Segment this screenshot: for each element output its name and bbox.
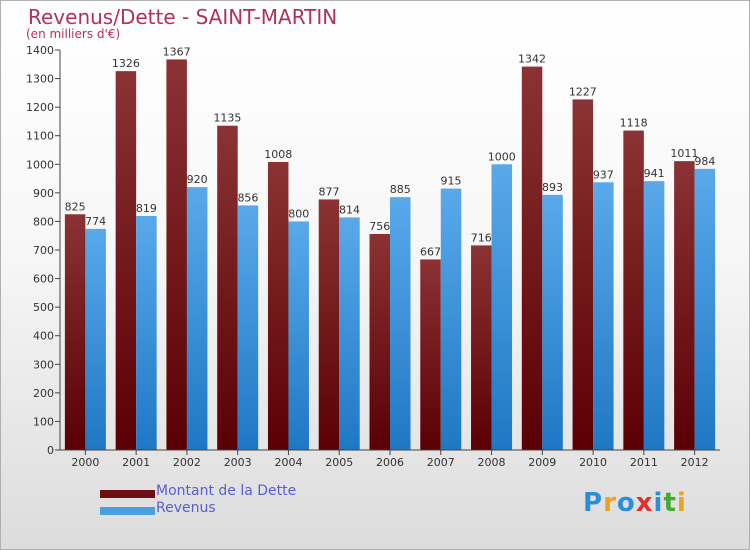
data-label-revenus: 937 bbox=[593, 168, 614, 181]
y-tick-label: 300 bbox=[33, 358, 54, 371]
y-tick-label: 200 bbox=[33, 387, 54, 400]
data-label-dette: 1342 bbox=[518, 53, 546, 66]
data-label-dette: 1118 bbox=[620, 117, 648, 130]
data-label-dette: 877 bbox=[318, 185, 339, 198]
x-tick-label: 2011 bbox=[630, 456, 658, 469]
data-label-revenus: 920 bbox=[187, 173, 208, 186]
logo-letter: i bbox=[676, 488, 687, 518]
data-label-dette: 1011 bbox=[670, 147, 698, 160]
data-label-revenus: 819 bbox=[136, 202, 157, 215]
y-tick-label: 1300 bbox=[26, 73, 54, 86]
y-tick-label: 1400 bbox=[26, 44, 54, 57]
data-label-revenus: 984 bbox=[694, 155, 715, 168]
x-tick-label: 2004 bbox=[274, 456, 302, 469]
data-label-revenus: 893 bbox=[542, 181, 563, 194]
bar-dette bbox=[267, 162, 289, 450]
x-tick-label: 2003 bbox=[224, 456, 252, 469]
y-tick-label: 500 bbox=[33, 301, 54, 314]
x-tick-label: 2000 bbox=[71, 456, 99, 469]
bar-revenus bbox=[491, 164, 513, 451]
data-label-dette: 1135 bbox=[213, 112, 241, 125]
data-label-revenus: 941 bbox=[644, 167, 665, 180]
bar-dette bbox=[318, 199, 340, 450]
bar-dette bbox=[217, 125, 238, 450]
bar-revenus bbox=[694, 168, 716, 450]
x-tick-label: 2010 bbox=[579, 456, 607, 469]
y-tick-label: 600 bbox=[33, 273, 54, 286]
data-label-revenus: 856 bbox=[237, 191, 258, 204]
data-label-revenus: 885 bbox=[390, 183, 411, 196]
data-label-dette: 1008 bbox=[264, 148, 292, 161]
chart-title: Revenus/Dette - SAINT-MARTIN bbox=[28, 5, 338, 29]
bar-revenus bbox=[593, 182, 614, 451]
y-tick-label: 100 bbox=[33, 415, 54, 428]
logo-letter: o bbox=[616, 488, 636, 518]
bar-revenus bbox=[85, 228, 106, 450]
bar-dette bbox=[166, 59, 187, 451]
data-label-dette: 825 bbox=[65, 200, 86, 213]
logo-letter: P bbox=[583, 488, 604, 518]
y-tick-label: 1200 bbox=[26, 101, 54, 114]
bar-revenus bbox=[186, 187, 208, 450]
proxiti-logo: Proxiti bbox=[583, 488, 687, 518]
data-label-dette: 716 bbox=[471, 231, 492, 244]
bar-dette bbox=[64, 214, 86, 450]
y-tick-label: 700 bbox=[33, 244, 54, 257]
bar-dette bbox=[369, 234, 390, 450]
x-tick-label: 2001 bbox=[122, 456, 150, 469]
bar-dette bbox=[674, 161, 695, 450]
bar-dette bbox=[115, 71, 137, 451]
legend-swatch-revenus bbox=[100, 507, 155, 515]
data-label-dette: 1367 bbox=[163, 45, 191, 58]
legend-label-revenus: Revenus bbox=[156, 500, 216, 516]
bar-revenus bbox=[237, 205, 259, 450]
logo-letter: i bbox=[653, 488, 664, 518]
bar-dette bbox=[420, 259, 441, 450]
x-tick-label: 2006 bbox=[376, 456, 404, 469]
data-label-dette: 1227 bbox=[569, 85, 597, 98]
logo-letter: r bbox=[603, 488, 617, 518]
logo-letter: x bbox=[635, 488, 654, 518]
bar-dette bbox=[521, 66, 543, 451]
x-tick-label: 2009 bbox=[528, 456, 556, 469]
bar-revenus bbox=[542, 194, 563, 450]
data-label-dette: 756 bbox=[369, 220, 390, 233]
data-label-dette: 1326 bbox=[112, 57, 140, 70]
data-label-revenus: 915 bbox=[441, 175, 462, 188]
data-label-dette: 667 bbox=[420, 245, 441, 258]
x-tick-label: 2005 bbox=[325, 456, 353, 469]
bar-revenus bbox=[339, 217, 360, 450]
x-tick-label: 2008 bbox=[478, 456, 506, 469]
legend-label-dette: Montant de la Dette bbox=[156, 483, 297, 499]
bar-revenus bbox=[390, 197, 411, 450]
bar-dette bbox=[572, 99, 594, 450]
data-label-revenus: 800 bbox=[288, 207, 309, 220]
y-tick-label: 800 bbox=[33, 215, 54, 228]
y-tick-label: 900 bbox=[33, 187, 54, 200]
data-label-revenus: 1000 bbox=[488, 150, 516, 163]
data-label-revenus: 814 bbox=[339, 203, 360, 216]
bar-dette bbox=[471, 245, 492, 450]
x-tick-label: 2002 bbox=[173, 456, 201, 469]
logo-letter: t bbox=[663, 488, 677, 518]
x-tick-label: 2012 bbox=[681, 456, 709, 469]
bar-revenus bbox=[643, 181, 665, 450]
y-tick-label: 400 bbox=[33, 330, 54, 343]
bar-dette bbox=[623, 130, 644, 451]
bar-revenus bbox=[288, 221, 309, 450]
data-label-revenus: 774 bbox=[85, 215, 106, 228]
bar-revenus bbox=[136, 216, 157, 450]
x-tick-label: 2007 bbox=[427, 456, 455, 469]
y-tick-label: 1000 bbox=[26, 158, 54, 171]
y-tick-label: 1100 bbox=[26, 130, 54, 143]
y-tick-label: 0 bbox=[47, 444, 54, 457]
legend-swatch-dette bbox=[100, 490, 155, 498]
chart-subtitle: (en milliers d'€) bbox=[26, 27, 121, 41]
bar-revenus bbox=[440, 188, 462, 451]
